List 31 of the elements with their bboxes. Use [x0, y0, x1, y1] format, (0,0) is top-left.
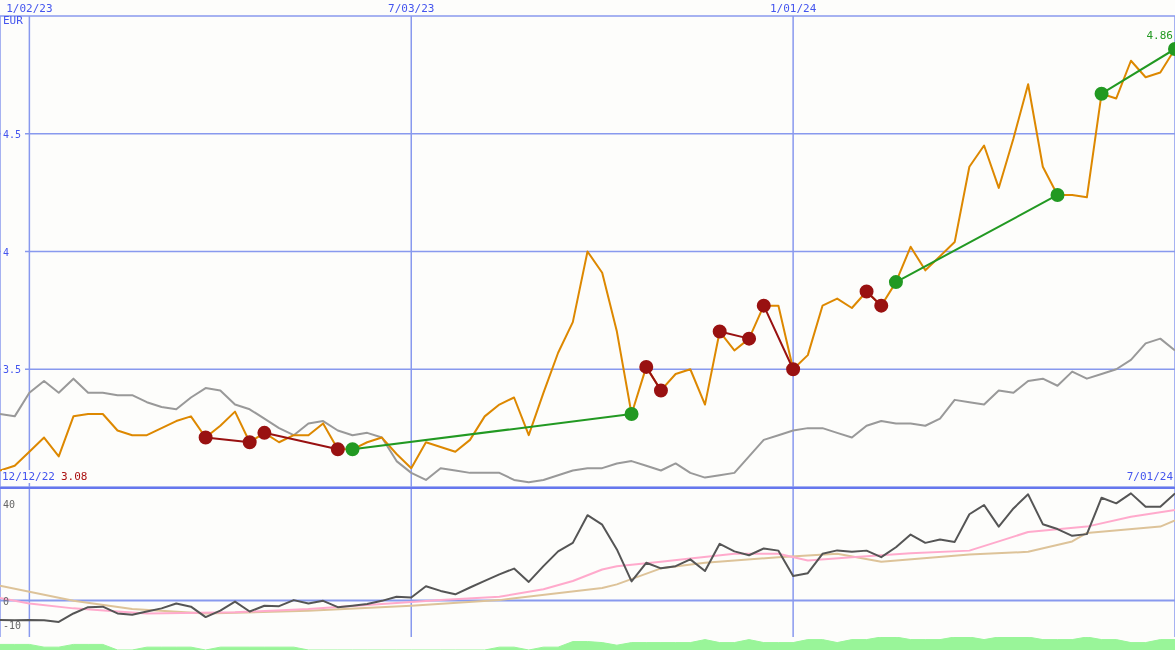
point	[257, 425, 272, 440]
point	[1050, 187, 1065, 202]
point	[874, 298, 889, 313]
x-tick-label: 1/01/24	[769, 2, 817, 15]
point	[242, 435, 257, 450]
point	[653, 383, 668, 398]
point	[742, 331, 757, 346]
point	[198, 430, 213, 445]
y-tick-label: 4	[3, 246, 10, 258]
point	[756, 298, 771, 313]
y-tick-label: 4.5	[3, 128, 22, 140]
annotation: 12/12/22	[2, 470, 55, 483]
point	[859, 284, 874, 299]
point	[786, 362, 801, 377]
annotation: 3.08	[60, 470, 88, 483]
point	[330, 442, 345, 457]
point	[345, 442, 360, 457]
y-tick-label: 40	[3, 498, 16, 510]
point	[639, 359, 654, 374]
point	[888, 275, 903, 290]
line-series	[0, 492, 1175, 623]
point	[712, 324, 727, 339]
point	[1094, 86, 1109, 101]
annotation: 7/01/24	[1126, 470, 1173, 483]
y-axis-title: EUR	[3, 14, 23, 27]
annotation: 4.86	[1146, 28, 1173, 42]
y-tick-label: -10	[3, 619, 22, 631]
y-tick-label: 3.5	[3, 364, 22, 376]
x-tick-label: 1/02/23	[6, 2, 53, 15]
x-tick-label: 7/03/23	[388, 2, 435, 15]
point	[624, 407, 639, 421]
